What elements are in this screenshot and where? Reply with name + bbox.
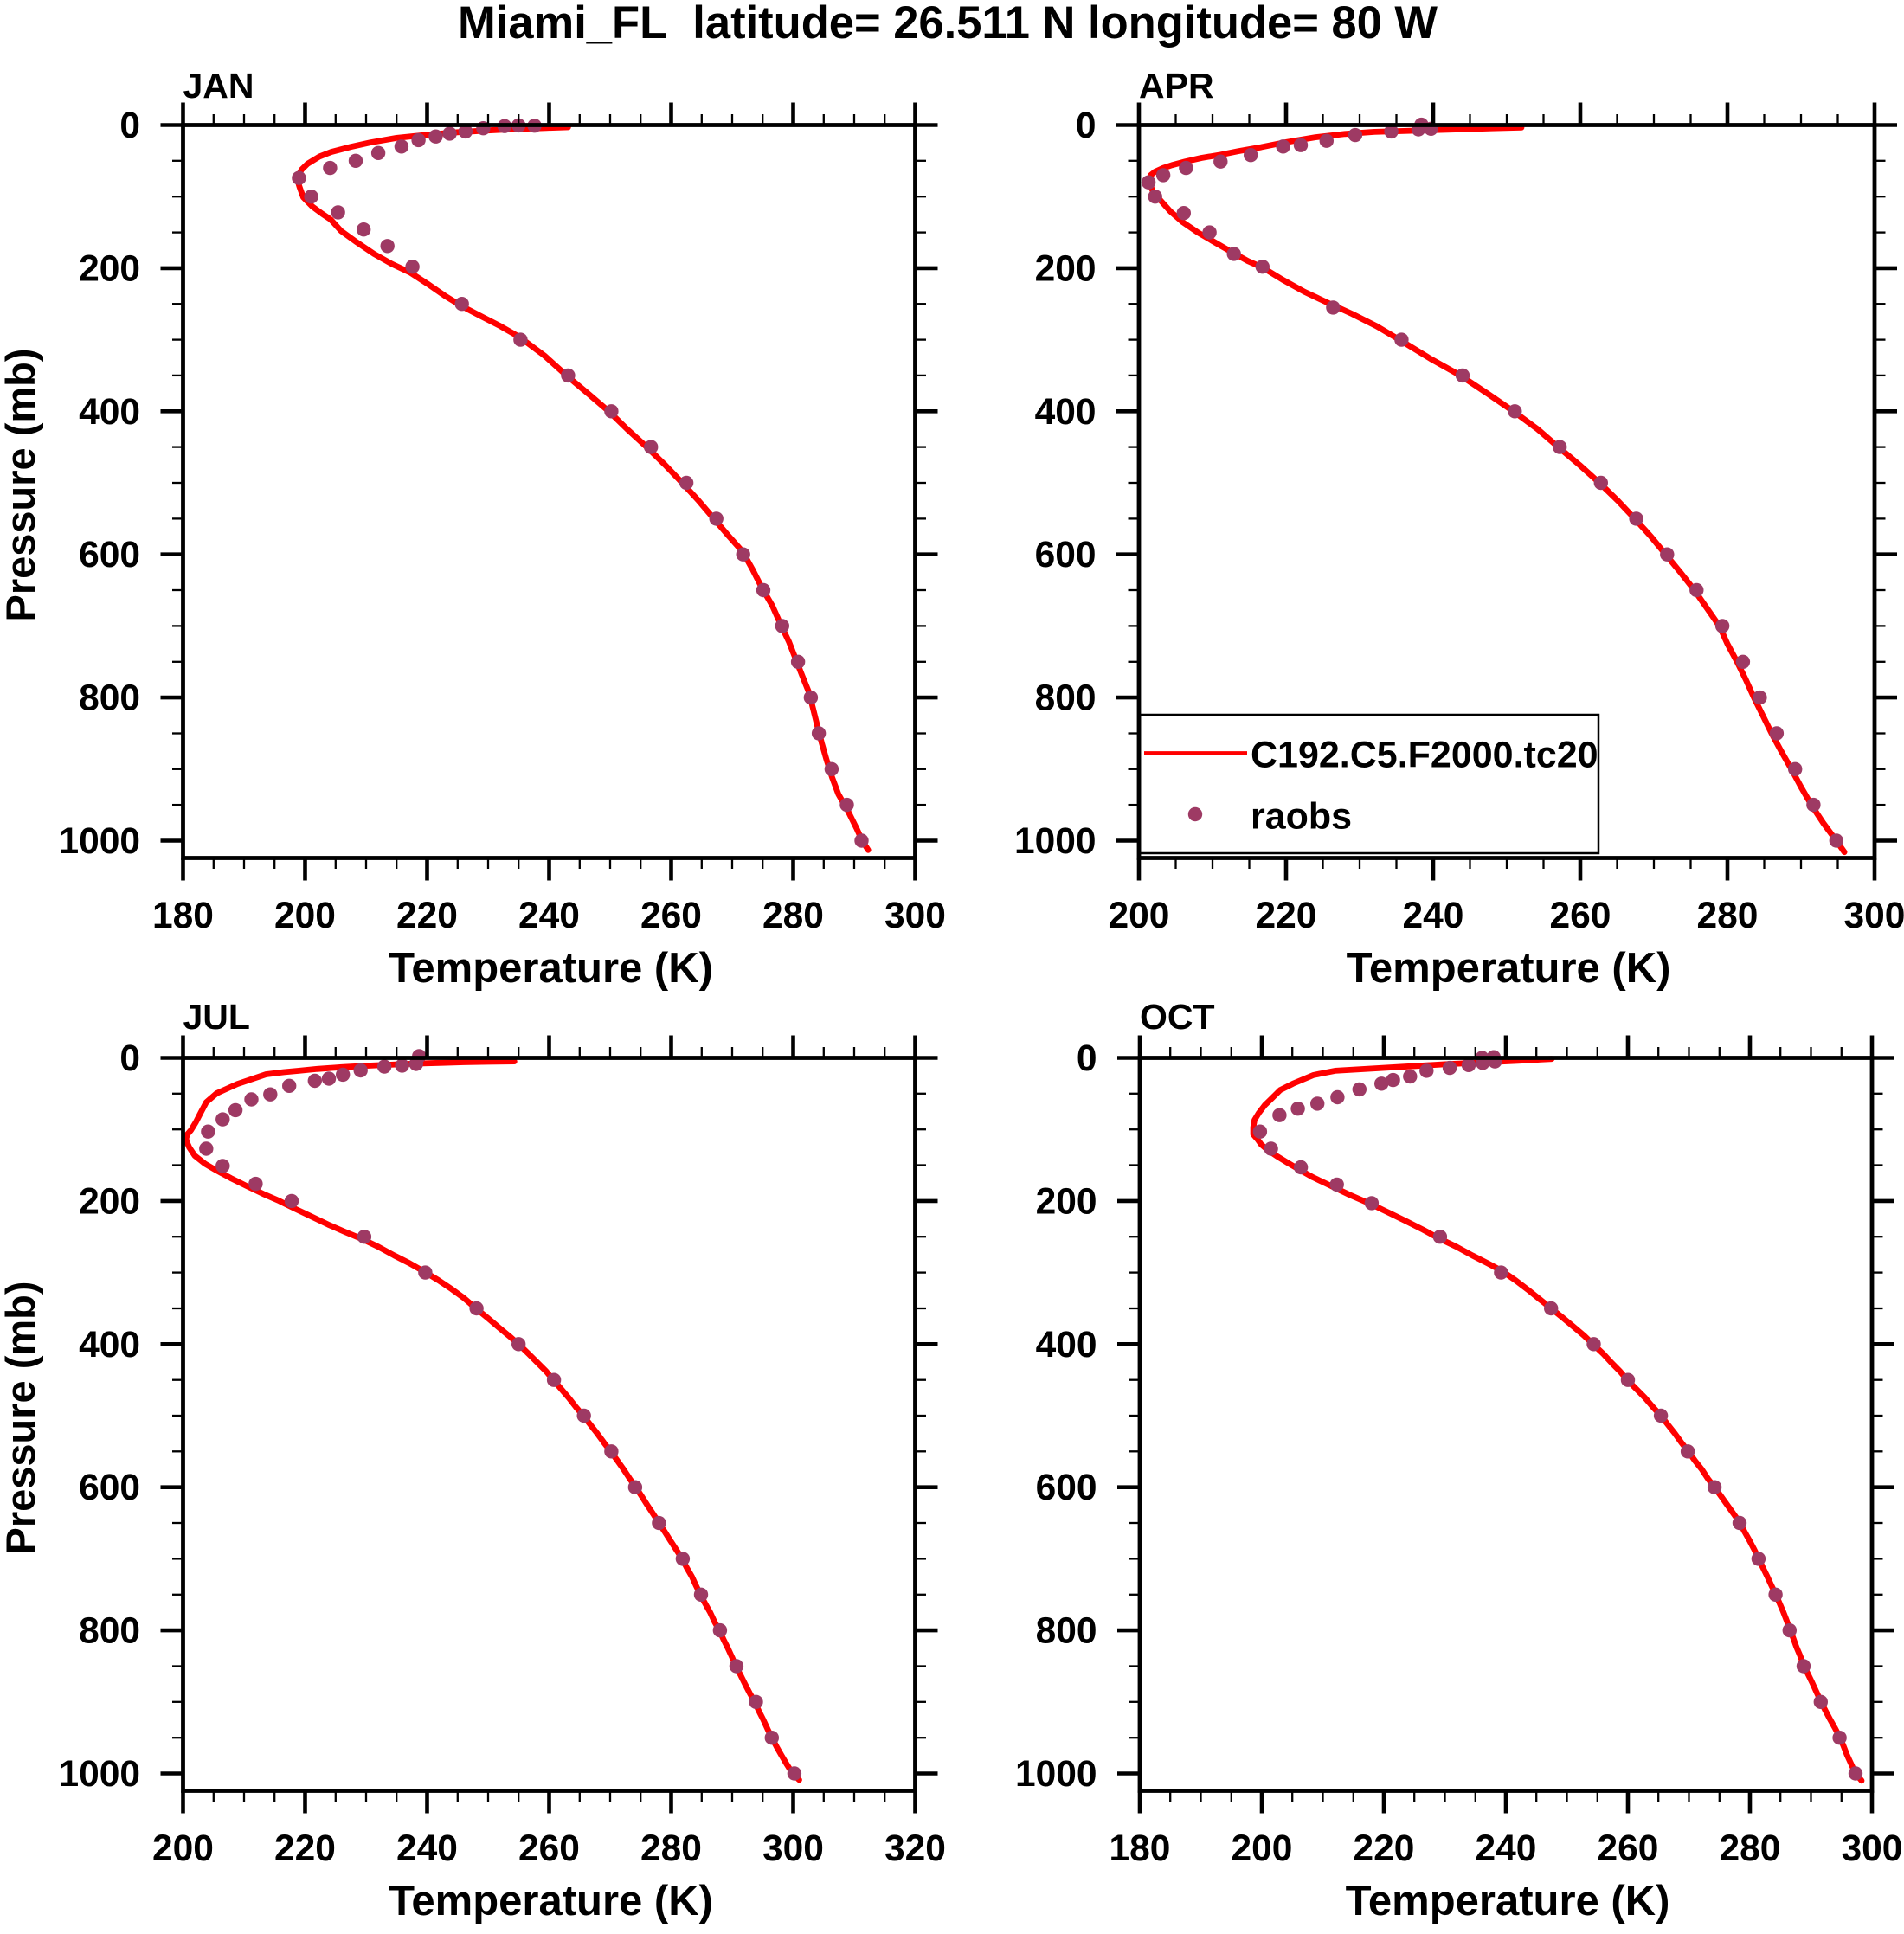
svg-text:400: 400 <box>79 1325 140 1365</box>
svg-text:1000: 1000 <box>1014 821 1097 862</box>
svg-text:240: 240 <box>518 896 580 936</box>
svg-text:200: 200 <box>152 1828 214 1869</box>
svg-text:1000: 1000 <box>58 1754 140 1795</box>
svg-text:Temperature (K): Temperature (K) <box>1346 1878 1670 1924</box>
svg-text:240: 240 <box>396 1828 458 1869</box>
svg-text:raobs: raobs <box>1251 796 1352 838</box>
svg-text:400: 400 <box>1035 392 1097 433</box>
svg-text:300: 300 <box>762 1828 824 1869</box>
svg-text:Pressure (mb): Pressure (mb) <box>0 348 43 621</box>
svg-text:JAN: JAN <box>183 66 254 106</box>
svg-text:600: 600 <box>1036 1468 1097 1508</box>
svg-text:240: 240 <box>1476 1828 1537 1869</box>
svg-text:180: 180 <box>152 896 214 936</box>
svg-text:800: 800 <box>1035 678 1097 719</box>
svg-text:200: 200 <box>79 248 140 289</box>
svg-text:C192.C5.F2000.tc20: C192.C5.F2000.tc20 <box>1251 735 1598 776</box>
svg-text:280: 280 <box>762 896 824 936</box>
svg-text:300: 300 <box>1842 1828 1903 1869</box>
svg-text:Temperature (K): Temperature (K) <box>389 1878 713 1924</box>
svg-text:Pressure (mb): Pressure (mb) <box>0 1281 43 1554</box>
svg-text:280: 280 <box>640 1828 702 1869</box>
svg-text:200: 200 <box>1035 248 1097 289</box>
svg-text:300: 300 <box>884 896 946 936</box>
svg-text:1000: 1000 <box>58 821 140 862</box>
svg-text:200: 200 <box>1109 896 1170 936</box>
svg-text:220: 220 <box>1354 1828 1415 1869</box>
svg-text:400: 400 <box>79 392 140 433</box>
svg-text:Miami_FL latitude= 26.511 N l: Miami_FL latitude= 26.511 N longitude= 8… <box>458 0 1438 48</box>
svg-text:400: 400 <box>1036 1325 1097 1365</box>
svg-text:800: 800 <box>1036 1611 1097 1652</box>
svg-text:220: 220 <box>274 1828 336 1869</box>
svg-text:200: 200 <box>79 1181 140 1222</box>
svg-text:320: 320 <box>884 1828 946 1869</box>
svg-text:240: 240 <box>1403 896 1464 936</box>
svg-text:260: 260 <box>1550 896 1611 936</box>
svg-text:280: 280 <box>1697 896 1759 936</box>
svg-text:220: 220 <box>1256 896 1317 936</box>
svg-text:APR: APR <box>1139 66 1214 106</box>
svg-text:0: 0 <box>1076 106 1097 146</box>
svg-text:1000: 1000 <box>1015 1754 1097 1795</box>
svg-text:0: 0 <box>1077 1038 1097 1079</box>
svg-text:0: 0 <box>119 106 140 146</box>
svg-text:260: 260 <box>640 896 702 936</box>
svg-text:Temperature (K): Temperature (K) <box>1347 945 1671 992</box>
svg-text:200: 200 <box>1232 1828 1293 1869</box>
svg-text:600: 600 <box>79 1468 140 1508</box>
svg-text:260: 260 <box>1598 1828 1659 1869</box>
svg-text:800: 800 <box>79 1611 140 1652</box>
svg-text:280: 280 <box>1720 1828 1781 1869</box>
svg-text:0: 0 <box>119 1038 140 1079</box>
svg-text:220: 220 <box>396 896 458 936</box>
svg-text:200: 200 <box>1036 1181 1097 1222</box>
svg-text:800: 800 <box>79 678 140 719</box>
svg-text:260: 260 <box>518 1828 580 1869</box>
svg-text:600: 600 <box>1035 535 1097 575</box>
svg-text:JUL: JUL <box>183 997 250 1037</box>
svg-text:200: 200 <box>274 896 336 936</box>
svg-text:180: 180 <box>1110 1828 1171 1869</box>
svg-text:OCT: OCT <box>1140 997 1215 1037</box>
svg-text:600: 600 <box>79 535 140 575</box>
svg-text:300: 300 <box>1844 896 1904 936</box>
svg-text:Temperature (K): Temperature (K) <box>389 945 713 992</box>
